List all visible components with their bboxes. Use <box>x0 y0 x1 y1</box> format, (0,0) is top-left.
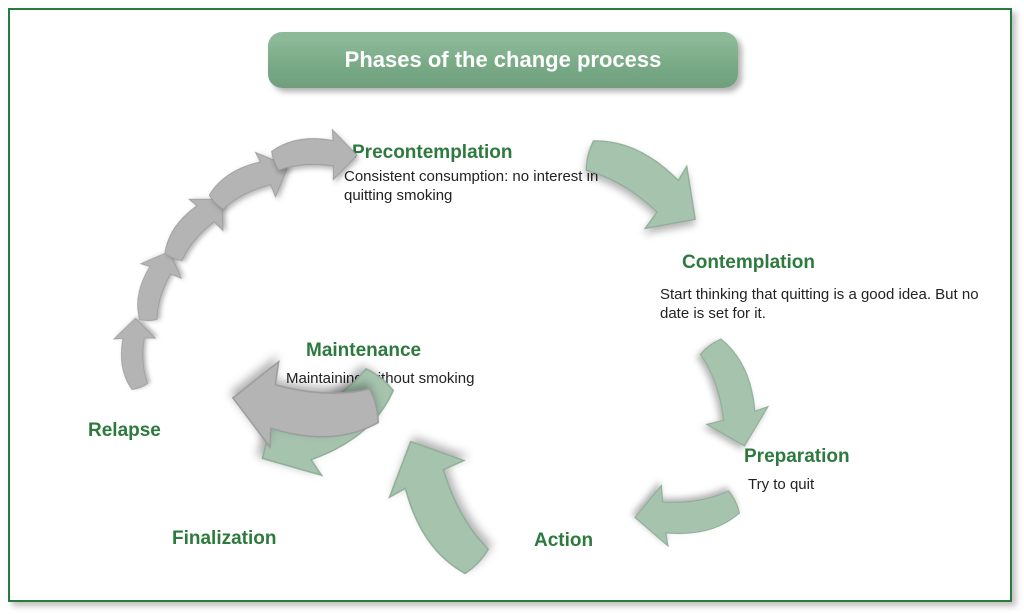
arrow-preparation-to-action <box>635 486 740 547</box>
arrow-contemplation-to-preparation <box>693 333 774 452</box>
arrows-layer <box>10 10 1014 604</box>
arrow-action-to-maintenance <box>374 427 500 589</box>
arrow-relapse-step-1 <box>110 317 157 392</box>
arrow-precontemplation-to-contemplation <box>572 110 718 249</box>
diagram-frame: Phases of the change process Precontempl… <box>8 8 1012 602</box>
